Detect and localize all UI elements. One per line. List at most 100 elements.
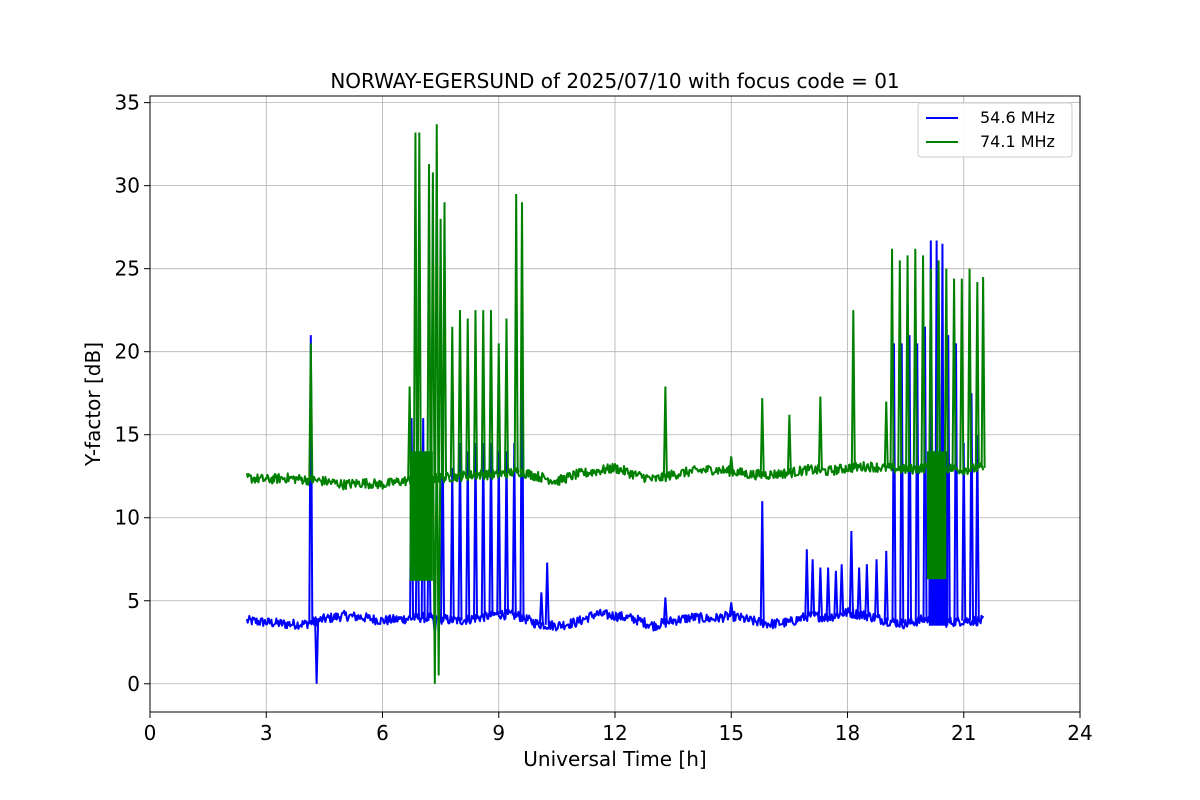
series-layer [245, 124, 986, 684]
series-spike [759, 398, 765, 475]
series-spike [504, 451, 509, 615]
series-spike [936, 260, 942, 468]
series-spike [850, 310, 856, 468]
series-spike [519, 202, 525, 473]
series-spike [786, 414, 792, 473]
series-spike [430, 172, 436, 479]
series-spike [662, 597, 668, 623]
series-spike [416, 132, 422, 480]
x-tick-label: 9 [492, 721, 505, 745]
x-tick-label: 12 [602, 721, 627, 745]
series-spike [833, 570, 839, 616]
series-spike [504, 318, 509, 474]
series-spike [426, 164, 432, 479]
series-spike [959, 278, 965, 470]
series-spike [496, 343, 502, 475]
plot-area [245, 124, 986, 684]
legend-box [917, 102, 1073, 158]
x-tick-label: 3 [260, 721, 273, 745]
series-spike [314, 620, 320, 684]
series-spike [951, 278, 957, 469]
series-spike [817, 567, 823, 617]
legend: 54.6 MHz 74.1 MHz [917, 102, 1073, 158]
series-spike [449, 326, 455, 477]
series-spike [980, 276, 986, 468]
legend-label-54-6-mhz: 54.6 MHz [980, 108, 1055, 127]
series-spike [943, 268, 949, 469]
series-spike [538, 592, 544, 625]
series-spike [928, 268, 934, 468]
series-spike [488, 443, 494, 616]
series-spike [496, 451, 502, 615]
x-tick-label: 21 [951, 721, 976, 745]
series-spike [945, 335, 951, 623]
series-spike [434, 124, 440, 479]
series-spike [759, 501, 765, 623]
series-spike [907, 335, 912, 624]
series-spike [810, 559, 816, 617]
legend-label-74-1-mhz: 74.1 MHz [980, 132, 1055, 151]
series-spike [874, 559, 880, 619]
series-spike [825, 567, 831, 618]
series-spike [889, 248, 895, 469]
series-spike [891, 343, 897, 623]
series-spike [856, 567, 862, 615]
series-spike [449, 467, 455, 621]
series-spike [728, 456, 734, 472]
series-spike [480, 443, 486, 617]
series-spike [412, 132, 418, 481]
y-tick-label: 30 [115, 174, 140, 198]
series-spike [817, 396, 823, 471]
series-spike [544, 562, 550, 625]
x-axis-ticks: 0 3 6 9 12 15 18 21 24 [144, 712, 1093, 745]
series-spike [438, 218, 444, 478]
series-spike [920, 255, 926, 469]
series-dense-band [926, 451, 947, 580]
series-spike [513, 193, 519, 472]
series-spike [883, 550, 889, 621]
series-spike [897, 260, 903, 470]
y-tick-label: 20 [115, 340, 140, 364]
series-spike [848, 531, 854, 614]
series-spike [473, 443, 478, 619]
series-spike [912, 248, 918, 469]
series-spike [967, 268, 973, 470]
series-spike [899, 343, 905, 624]
x-tick-label: 18 [835, 721, 860, 745]
series-spike [308, 343, 314, 481]
series-spike [473, 310, 478, 475]
series-spike [728, 602, 734, 616]
series-line [245, 461, 985, 491]
y-axis-label: Y-factor [dB] [81, 342, 105, 467]
series-74-1-mhz [245, 124, 986, 684]
y-tick-label: 10 [115, 506, 140, 530]
y-tick-label: 25 [115, 257, 140, 281]
series-spike [974, 434, 980, 621]
series-spike [465, 318, 471, 476]
x-tick-label: 15 [719, 721, 744, 745]
series-spike [804, 549, 810, 617]
series-spike [974, 281, 980, 469]
series-spike [308, 335, 314, 623]
x-tick-label: 0 [144, 721, 157, 745]
series-spike [662, 386, 668, 477]
series-spike [969, 393, 974, 621]
y-tick-label: 35 [115, 91, 140, 115]
y-tick-label: 15 [115, 423, 140, 447]
series-spike [457, 310, 463, 477]
series-spike [953, 343, 959, 622]
x-axis-label: Universal Time [h] [523, 747, 706, 771]
series-dense-band [409, 451, 433, 581]
y-axis-ticks: 0 5 10 15 20 25 30 35 [115, 91, 150, 696]
series-spike [864, 564, 870, 616]
y-tick-label: 5 [127, 589, 140, 613]
series-spike [922, 326, 928, 620]
series-spike [905, 255, 911, 470]
series-spike [442, 202, 447, 478]
series-spike [839, 564, 845, 614]
series-spike [883, 401, 889, 468]
series-spike [465, 451, 471, 620]
chart-title: NORWAY-EGERSUND of 2025/07/10 with focus… [330, 69, 899, 93]
series-spike [407, 386, 413, 481]
